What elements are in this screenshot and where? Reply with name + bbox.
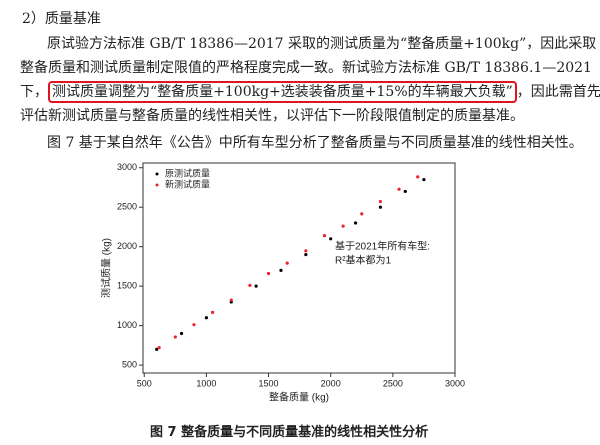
point — [422, 177, 426, 182]
highlight: 测试质量调整为“整备质量+100kg+选装装备质量+15%的车辆最大负载” — [48, 81, 517, 103]
point — [211, 310, 215, 314]
x-tick-label: 2500 — [383, 378, 403, 388]
point — [229, 298, 233, 302]
legend-marker — [155, 172, 159, 176]
y-tick-label: 3000 — [117, 162, 137, 172]
y-tick-label: 500 — [122, 359, 137, 369]
point — [322, 234, 327, 238]
point — [204, 316, 208, 320]
point — [353, 221, 358, 225]
legend-label: 原测试质量 — [165, 167, 210, 178]
point — [378, 205, 383, 209]
point — [360, 212, 364, 216]
point — [329, 237, 333, 241]
paragraph-line: 评估新测试质量与整备质量的线性相关性，以评估下一阶段限值制定的质量基准。 — [20, 108, 524, 124]
annotation: R²基本都为1 — [335, 254, 392, 267]
legend-label: 新测试质量 — [165, 178, 210, 189]
point — [403, 189, 407, 194]
point — [173, 335, 177, 339]
text: 下， — [20, 84, 48, 100]
point — [179, 331, 184, 336]
point — [416, 175, 420, 179]
plot-frame — [142, 162, 456, 374]
y-tick-label: 1000 — [117, 320, 137, 330]
point — [254, 284, 258, 288]
x-tick-label: 1000 — [196, 378, 216, 388]
point — [155, 347, 159, 351]
y-tick-label: 2500 — [117, 202, 137, 212]
paragraph-line: 下， 测试质量调整为“整备质量+100kg+选装装备质量+15%的车辆最大负载”，… — [20, 81, 600, 103]
paragraph-line: 整备质量和测试质量制定限值的严格程度完成一致。新试验方法标准 GB/T 1838… — [20, 60, 592, 76]
paragraph-line: 原试验方法标准 GB/T 18386—2017 采取的测试质量为“整备质量+10… — [47, 36, 597, 52]
intro: 图 7 基于某自然年《公告》中所有车型分析了整备质量与不同质量基准的线性相关性。 — [47, 135, 583, 151]
x-tick-label: 3000 — [445, 378, 465, 388]
legend-marker — [155, 183, 159, 187]
y-tick-label: 1500 — [117, 281, 137, 291]
y-tick-label: 2000 — [117, 241, 137, 251]
point — [304, 252, 308, 257]
point — [397, 187, 401, 191]
x-tick-label: 2000 — [321, 378, 341, 388]
point — [378, 199, 383, 204]
point — [192, 323, 196, 327]
x-tick-label: 1500 — [259, 378, 279, 388]
point — [248, 283, 252, 287]
chart: 500 1000 1500 2000 2500 3000 500 1000 1500 2000 25… — [100, 162, 465, 404]
point — [157, 346, 161, 350]
point — [341, 224, 345, 228]
point — [304, 249, 308, 253]
x-tick-label: 500 — [137, 378, 152, 388]
y-axis-label: 测试质量 (kg) — [100, 238, 113, 298]
point — [266, 271, 271, 276]
annotation: 基于2021年所有车型: — [335, 240, 430, 253]
point — [279, 268, 283, 272]
caption: 图 7 整备质量与不同质量基准的线性相关性分析 — [150, 425, 429, 440]
point — [285, 261, 289, 265]
heading: 2）质量基准 — [22, 11, 101, 27]
x-axis-label: 整备质量 (kg) — [269, 391, 329, 404]
text: ，因此需首先 — [516, 84, 600, 100]
